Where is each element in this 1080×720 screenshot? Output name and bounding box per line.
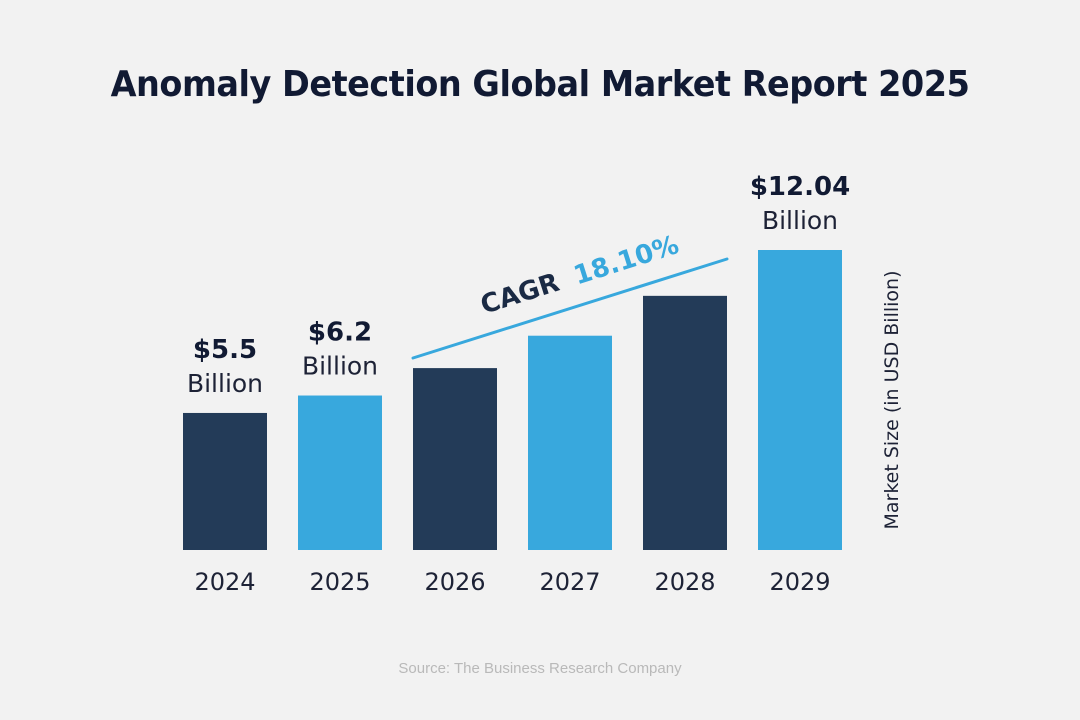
- y-axis-label: Market Size (in USD Billion): [881, 270, 903, 529]
- value-label-unit-2025: Billion: [302, 352, 378, 381]
- bars-group: [183, 250, 842, 550]
- cagr-rate: 18.10%: [570, 230, 682, 291]
- value-label-amount-2024: $5.5: [193, 335, 257, 365]
- bar-2025: [298, 395, 382, 550]
- x-tick-2029: 2029: [769, 568, 830, 596]
- x-tick-2026: 2026: [424, 568, 485, 596]
- x-tick-2024: 2024: [194, 568, 255, 596]
- value-label-amount-2029: $12.04: [750, 172, 850, 202]
- x-tick-2027: 2027: [539, 568, 600, 596]
- bar-2027: [528, 335, 612, 550]
- bar-2028: [643, 295, 727, 550]
- cagr-label: CAGR: [477, 268, 563, 321]
- bar-2026: [413, 368, 497, 550]
- value-label-amount-2025: $6.2: [308, 318, 372, 348]
- bar-2029: [758, 250, 842, 550]
- bar-2024: [183, 412, 267, 550]
- x-tick-2025: 2025: [309, 568, 370, 596]
- cagr-trend-line: [411, 257, 729, 360]
- x-tick-2028: 2028: [654, 568, 715, 596]
- value-label-unit-2029: Billion: [762, 206, 838, 235]
- value-label-unit-2024: Billion: [187, 369, 263, 398]
- chart-title: Anomaly Detection Global Market Report 2…: [110, 64, 970, 105]
- source-note: Source: The Business Research Company: [398, 660, 682, 677]
- value-labels-group: $5.5 Billion $6.2 Billion $12.04 Billion: [187, 172, 850, 398]
- x-axis-ticks: 2024 2025 2026 2027 2028 2029: [194, 568, 830, 596]
